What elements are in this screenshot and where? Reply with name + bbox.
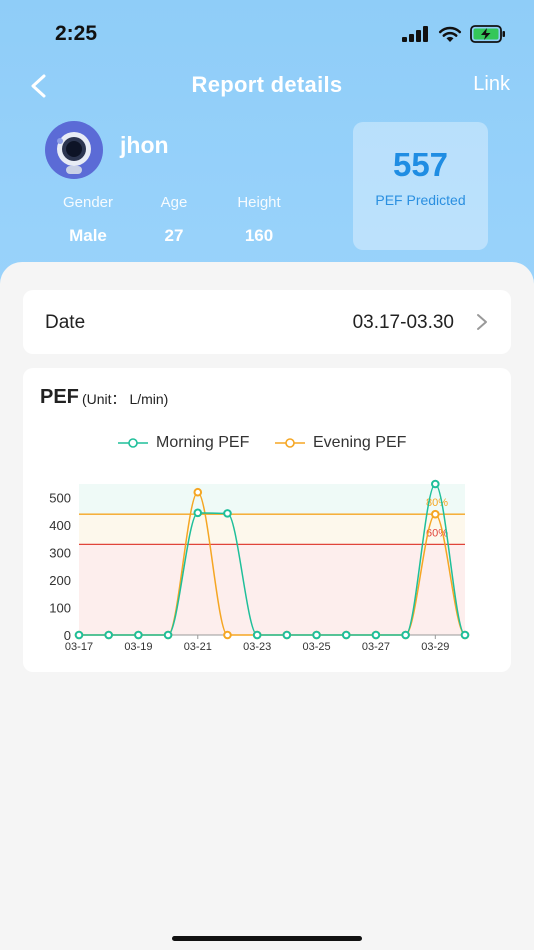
zone-caution-band [79, 514, 465, 545]
legend-item-evening[interactable]: Evening PEF [275, 434, 406, 452]
morning-pef-line [78, 483, 466, 636]
morning-pef-point [193, 508, 203, 518]
legend-evening-marker [275, 438, 305, 448]
height-stat: Height 160 [226, 194, 292, 246]
nav-bar: Report details Link [0, 64, 534, 108]
evening-pef-point [431, 509, 440, 519]
y-tick-label: 300 [49, 546, 71, 561]
morning-pef-point [104, 630, 113, 640]
gender-stat: Gender Male [56, 194, 120, 246]
home-indicator [172, 936, 362, 941]
y-tick-label: 400 [49, 518, 71, 533]
y-tick-label: 0 [64, 628, 71, 643]
x-tick-label: 03-21 [184, 641, 212, 653]
date-label: Date [45, 312, 86, 333]
morning-pef-point [460, 630, 470, 640]
morning-pef-point [74, 630, 84, 640]
battery-charging-icon [470, 25, 505, 43]
back-button[interactable] [26, 70, 54, 102]
chevron-right-icon [477, 314, 487, 330]
morning-pef-point [252, 630, 262, 640]
morning-pef-point [341, 630, 351, 640]
morning-pef-point [371, 630, 381, 640]
legend-morning-label: Morning PEF [156, 434, 250, 451]
x-tick-label: 03-23 [243, 641, 271, 653]
legend-item-morning[interactable]: Morning PEF [118, 434, 249, 452]
x-tick-label: 03-27 [362, 641, 390, 653]
morning-pef-point [134, 630, 143, 640]
morning-pef-point [312, 630, 321, 640]
chevron-left-icon [31, 74, 46, 98]
x-tick-label: 03-19 [124, 641, 152, 653]
age-value: 27 [164, 226, 184, 245]
age-stat: Age 27 [148, 194, 200, 246]
legend-evening-label: Evening PEF [313, 434, 407, 451]
cellular-signal-icon [402, 26, 428, 42]
legend-morning-marker [118, 438, 148, 448]
height-value: 160 [244, 226, 274, 245]
y-tick-label: 100 [49, 601, 71, 616]
status-bar: 2:25 [0, 0, 534, 68]
age-label: Age [160, 194, 188, 211]
avatar [45, 121, 103, 179]
pef-chart-card: PEF (Unit： L/min) Morning PEF Evening PE… [23, 368, 511, 672]
morning-pef-point [401, 630, 410, 640]
x-tick-label: 03-25 [302, 641, 330, 653]
link-button[interactable]: Link [473, 73, 510, 95]
gender-value: Male [69, 226, 107, 245]
pef-predicted-value: 557 [392, 146, 449, 183]
status-time: 2:25 [55, 22, 98, 45]
y-tick-label: 200 [49, 573, 71, 588]
x-tick-label: 03-17 [65, 641, 93, 653]
chart-legend: Morning PEF Evening PEF [23, 434, 511, 454]
morning-pef-point [223, 509, 232, 518]
chart-title: PEF [40, 386, 79, 408]
evening-pef-point [193, 487, 203, 497]
chart-unit: (Unit： L/min) [82, 391, 169, 407]
page-title: Report details [191, 72, 343, 97]
wifi-icon [438, 26, 462, 42]
gender-label: Gender [62, 194, 114, 211]
height-label: Height [237, 194, 281, 211]
pef-predicted-card: 557 PEF Predicted [353, 122, 488, 250]
date-range-selector[interactable]: Date 03.17-03.30 [23, 290, 511, 354]
evening-pef-point [223, 630, 232, 640]
status-icons [402, 24, 506, 44]
date-range-value: 03.17-03.30 [352, 312, 454, 333]
x-tick-label: 03-29 [421, 641, 449, 653]
y-tick-label: 500 [49, 491, 71, 506]
morning-pef-point [282, 630, 292, 640]
zone-danger-band [79, 544, 465, 635]
pef-predicted-label: PEF Predicted [375, 192, 466, 208]
morning-pef-point [163, 630, 173, 640]
zone-normal-band [79, 484, 465, 515]
user-name: jhon [120, 132, 169, 158]
morning-pef-point [431, 479, 440, 489]
